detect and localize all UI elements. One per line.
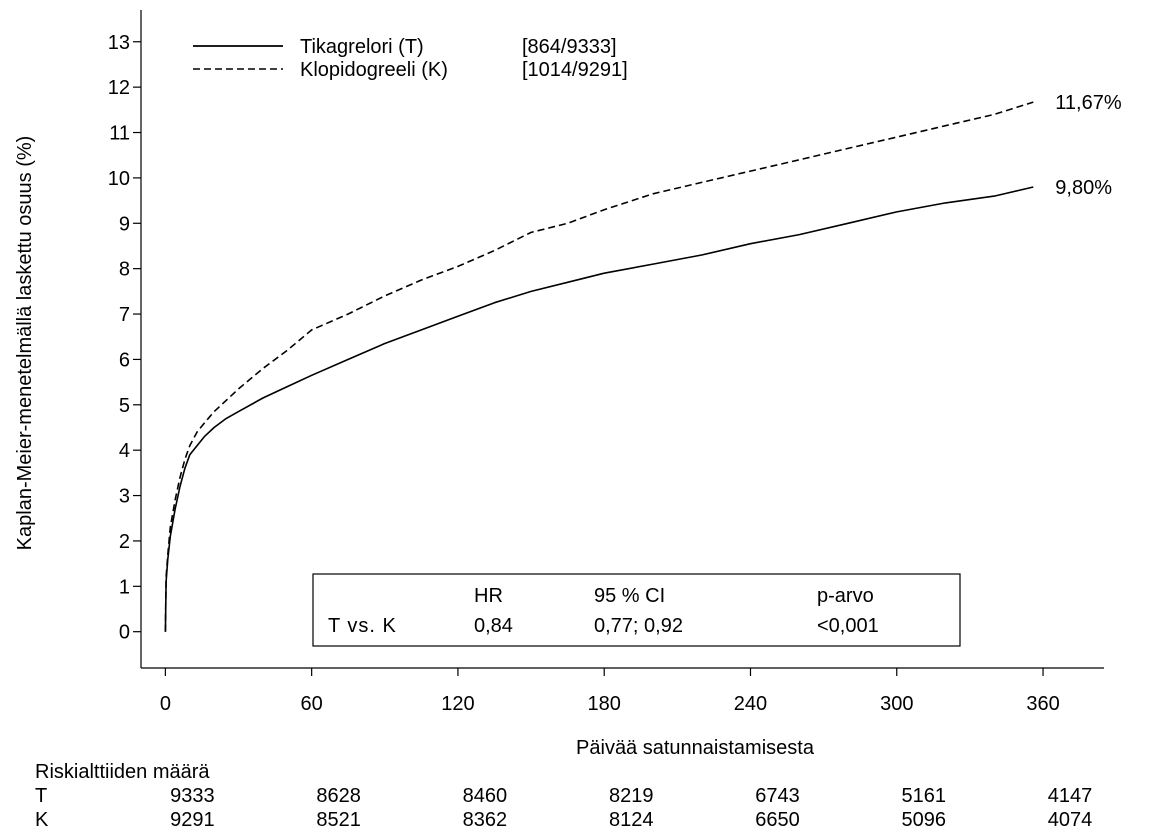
risk-table: Riskialttiiden määrä T K 9333 8628 8460 821… — [35, 761, 1092, 831]
x-tick-label: 60 — [301, 693, 323, 715]
x-tick-label: 240 — [734, 693, 767, 715]
x-tick-label: 180 — [588, 693, 621, 715]
risk-cell: 6743 — [755, 785, 800, 807]
end-label-klopidogreeli: 11,67% — [1055, 92, 1122, 114]
y-tick-label: 10 — [108, 168, 130, 190]
y-tick-label: 5 — [119, 395, 130, 417]
stats-header-hr: HR — [474, 585, 503, 607]
legend-count-tikagrelori: [864/9333] — [522, 36, 617, 58]
stats-box: HR 95 % CI p-arvo T vs. K 0,84 0,77; 0,9… — [312, 573, 961, 647]
series-line-tikagrelori — [164, 186, 1034, 632]
y-tick-label: 11 — [109, 123, 130, 145]
risk-row-label-k: K — [35, 809, 49, 831]
y-tick-label: 7 — [119, 304, 130, 326]
risk-cell: 8460 — [463, 785, 508, 807]
end-labels: 9,80% 11,67% — [1055, 92, 1122, 199]
y-tick-label: 13 — [108, 32, 130, 54]
y-tick-label: 2 — [119, 531, 130, 553]
risk-cell: 8219 — [609, 785, 654, 807]
stats-value-ci: 0,77; 0,92 — [594, 615, 683, 637]
y-axis-label: Kaplan-Meier-menetelmällä laskettu osuus… — [14, 136, 36, 551]
y-tick-label: 0 — [119, 622, 130, 644]
risk-table-title: Riskialttiiden määrä — [35, 761, 210, 783]
y-tick-label: 8 — [119, 259, 130, 281]
stats-header-ci: 95 % CI — [594, 585, 665, 607]
x-ticks: 0 60 120 180 240 300 360 — [160, 668, 1060, 715]
legend-label-klopidogreeli: Klopidogreeli (K) — [300, 59, 448, 81]
risk-cell: 8362 — [463, 809, 508, 831]
end-label-tikagrelori: 9,80% — [1055, 177, 1112, 199]
risk-cell: 4147 — [1048, 785, 1093, 807]
risk-cell: 8628 — [316, 785, 361, 807]
series-line-klopidogreeli — [164, 101, 1034, 632]
x-tick-label: 0 — [160, 693, 171, 715]
risk-row-label-t: T — [35, 785, 47, 807]
y-tick-label: 9 — [119, 213, 130, 235]
stats-value-hr: 0,84 — [474, 615, 513, 637]
axes — [140, 10, 1104, 669]
risk-cell: 8124 — [609, 809, 654, 831]
risk-cell: 6650 — [755, 809, 800, 831]
y-tick-label: 12 — [108, 77, 130, 99]
risk-cell: 4074 — [1048, 809, 1093, 831]
risk-cell: 5096 — [902, 809, 947, 831]
series-layer — [164, 101, 1034, 632]
x-axis-label: Päivää satunnaistamisesta — [576, 737, 815, 759]
y-tick-label: 6 — [119, 349, 130, 371]
legend-count-klopidogreeli: [1014/9291] — [522, 59, 628, 81]
y-tick-label: 3 — [119, 486, 130, 508]
risk-cell: 5161 — [902, 785, 947, 807]
y-tick-label: 1 — [119, 576, 130, 598]
legend-label-tikagrelori: Tikagrelori (T) — [300, 36, 424, 58]
risk-cell: 8521 — [316, 809, 361, 831]
risk-cell: 9291 — [170, 809, 215, 831]
x-tick-label: 120 — [441, 693, 474, 715]
x-tick-label: 300 — [880, 693, 913, 715]
stats-header-p: p-arvo — [817, 585, 874, 607]
risk-cells: 9333 8628 8460 8219 6743 5161 4147 9291 8521 8362… — [170, 785, 1092, 831]
stats-box-frame — [312, 573, 961, 647]
y-tick-label: 4 — [119, 440, 130, 462]
x-tick-label: 360 — [1026, 693, 1059, 715]
legend: Tikagrelori (T) [864/9333] Klopidogreeli… — [193, 36, 628, 81]
stats-row-label: T vs. K — [328, 615, 397, 637]
risk-cell: 9333 — [170, 785, 215, 807]
stats-value-p: <0,001 — [817, 615, 879, 637]
